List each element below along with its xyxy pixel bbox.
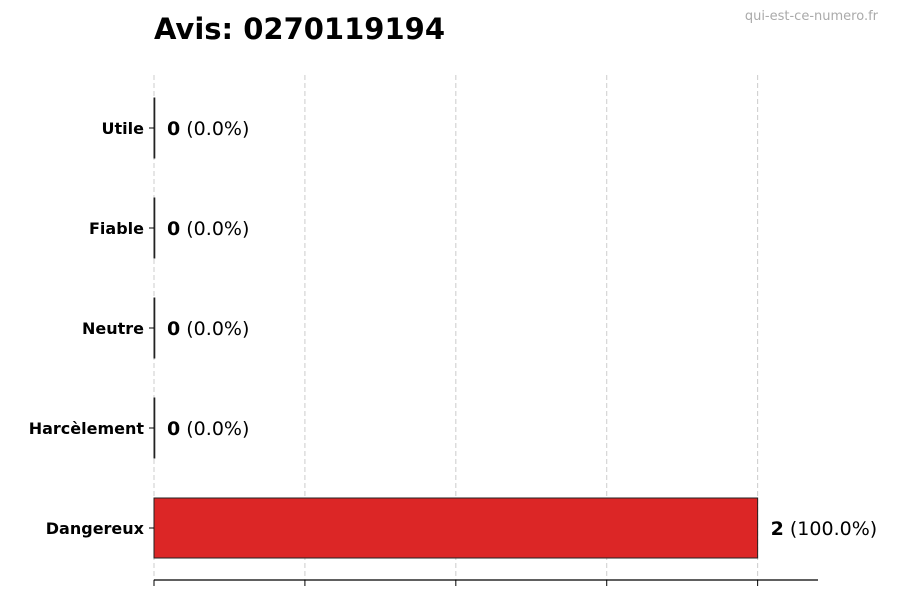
data-label-percent: (100.0%): [784, 518, 877, 540]
data-label-percent: (0.0%): [180, 418, 249, 440]
data-label-count: 0: [167, 118, 180, 140]
data-label-count: 0: [167, 318, 180, 340]
chart-title: Avis: 0270119194: [154, 12, 445, 46]
bar: [153, 397, 156, 459]
bar: [153, 497, 759, 559]
data-label: 0 (0.0%): [167, 118, 249, 140]
data-label-count: 0: [167, 418, 180, 440]
y-tick-label: Dangereux: [46, 519, 145, 538]
bar: [153, 297, 156, 359]
data-label-count: 2: [771, 518, 784, 540]
y-tick-label: Harcèlement: [29, 419, 145, 438]
data-label-percent: (0.0%): [180, 318, 249, 340]
y-tick-label: Fiable: [89, 219, 144, 238]
data-label: 0 (0.0%): [167, 218, 249, 240]
bar: [153, 197, 156, 259]
watermark: qui-est-ce-numero.fr: [744, 9, 878, 24]
data-label-count: 0: [167, 218, 180, 240]
data-label-percent: (0.0%): [180, 118, 249, 140]
data-label: 0 (0.0%): [167, 318, 249, 340]
data-label: 0 (0.0%): [167, 418, 249, 440]
data-label-percent: (0.0%): [180, 218, 249, 240]
y-tick-label: Utile: [102, 119, 145, 138]
bar: [153, 97, 156, 159]
y-tick-label: Neutre: [82, 319, 144, 338]
data-label: 2 (100.0%): [771, 518, 878, 540]
